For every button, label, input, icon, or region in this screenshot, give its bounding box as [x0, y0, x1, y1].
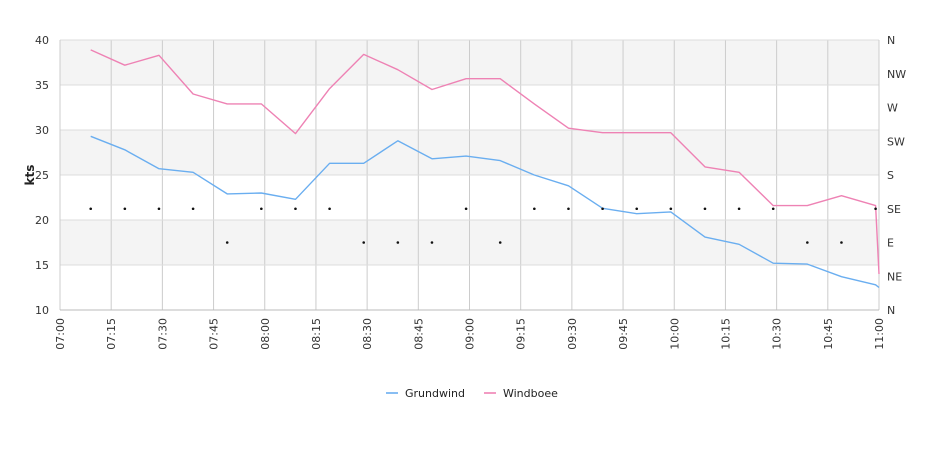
x-tick-label: 08:45 — [412, 318, 425, 350]
direction-point — [635, 207, 639, 211]
series-line-grundwind — [90, 135, 880, 289]
y-axis-ticks: 10 15 20 25 30 35 40 — [35, 34, 49, 317]
right-tick-label: SE — [887, 203, 901, 216]
x-tick-label: 10:15 — [719, 318, 732, 350]
direction-point — [294, 207, 297, 211]
direction-point — [533, 207, 536, 211]
direction-point — [874, 207, 877, 211]
x-tick-label: 10:00 — [668, 318, 681, 350]
right-tick-label: W — [887, 102, 898, 115]
direction-point — [806, 241, 809, 244]
y-tick-label: 10 — [35, 304, 49, 317]
direction-point — [601, 207, 604, 211]
x-tick-label: 09:45 — [617, 318, 630, 350]
x-tick-label: 09:15 — [515, 318, 528, 350]
series-line-windboee — [90, 49, 880, 275]
right-tick-label: NE — [887, 270, 902, 283]
x-tick-label: 07:45 — [208, 318, 221, 350]
direction-point — [260, 207, 263, 211]
x-tick-label: 10:30 — [771, 318, 784, 350]
right-tick-label: S — [887, 169, 894, 182]
x-tick-label: 07:15 — [105, 318, 118, 350]
x-tick-label: 08:00 — [259, 318, 272, 350]
right-tick-label: NW — [887, 68, 906, 81]
direction-point — [737, 207, 741, 211]
direction-point — [669, 207, 673, 211]
right-tick-label: N — [887, 34, 895, 47]
y-axis-label: kts — [23, 165, 37, 186]
direction-point — [464, 207, 468, 211]
direction-point — [157, 207, 161, 211]
legend: Grundwind Windboee — [386, 387, 558, 400]
direction-point — [840, 241, 843, 244]
y-tick-label: 40 — [35, 34, 49, 47]
legend-label: Grundwind — [405, 387, 465, 400]
direction-markers — [89, 207, 877, 244]
direction-point — [703, 207, 707, 211]
direction-point — [396, 241, 400, 244]
y-tick-label: 30 — [35, 124, 49, 137]
direction-point — [191, 207, 195, 211]
direction-point — [89, 207, 93, 211]
direction-point — [430, 241, 434, 244]
series-lines — [90, 49, 880, 289]
x-tick-label: 09:00 — [464, 318, 477, 350]
direction-point — [328, 207, 331, 211]
x-tick-label: 08:15 — [310, 318, 323, 350]
x-tick-label: 08:30 — [361, 318, 374, 350]
legend-label: Windboee — [503, 387, 558, 400]
x-tick-label: 10:45 — [822, 318, 835, 350]
direction-point — [225, 241, 229, 244]
direction-point — [362, 241, 366, 244]
x-tick-label: 09:30 — [566, 318, 579, 350]
right-axis-direction-ticks: N NE E SE S SW W NW N — [887, 34, 906, 317]
right-tick-label: E — [887, 237, 894, 250]
y-tick-label: 35 — [35, 79, 49, 92]
x-axis-ticks: 07:00 07:15 07:30 07:45 08:00 08:15 08:30 08:45… — [54, 318, 886, 350]
x-tick-label: 11:00 — [873, 318, 886, 350]
direction-point — [498, 241, 502, 244]
direction-point — [771, 207, 775, 211]
direction-point — [123, 207, 127, 211]
right-tick-label: N — [887, 304, 895, 317]
y-tick-label: 20 — [35, 214, 49, 227]
y-tick-label: 15 — [35, 259, 49, 272]
y-tick-label: 25 — [35, 169, 49, 182]
right-tick-label: SW — [887, 135, 905, 148]
direction-point — [567, 207, 570, 211]
x-tick-label: 07:30 — [156, 318, 169, 350]
x-tick-label: 07:00 — [54, 318, 67, 350]
